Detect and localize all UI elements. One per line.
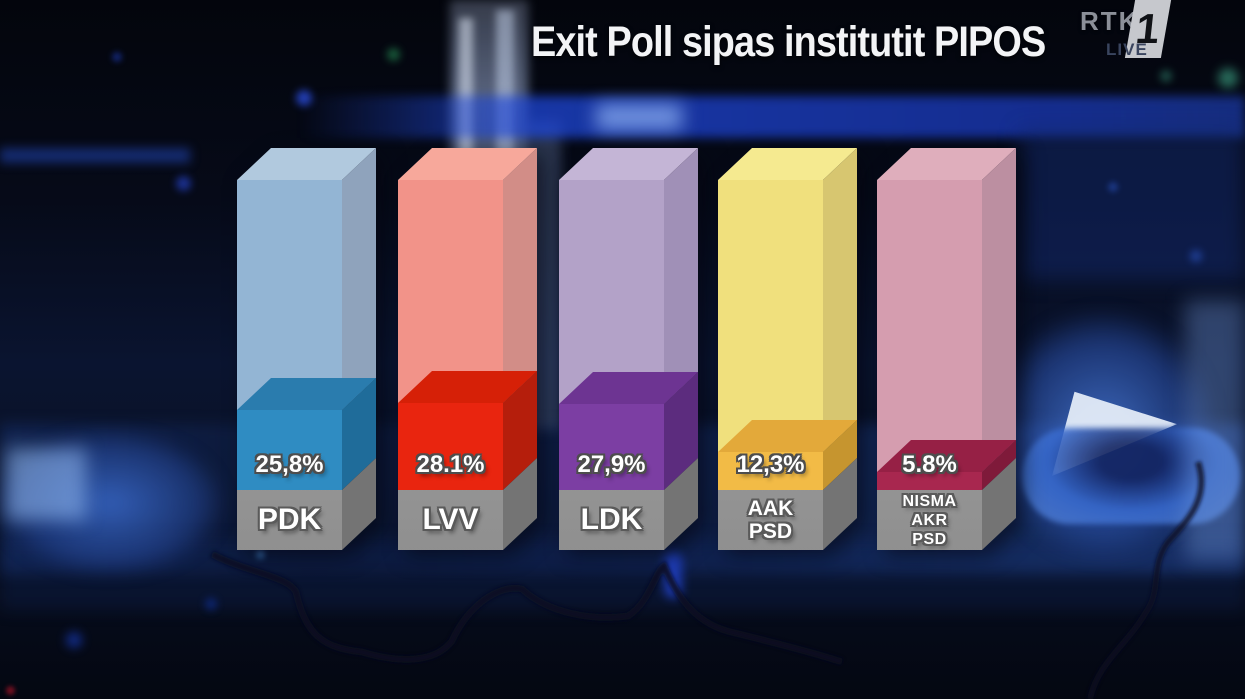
bar-party-label-line: PSD [748,520,793,543]
bar-party-label: NISMA AKR PSD [877,490,982,550]
bar-pdk: 25,8% PDK [237,145,376,555]
bar-value-label: 25,8% [255,451,324,478]
bar-ldk: 27,9% LDK [559,145,698,555]
bar-column-right [342,148,376,410]
live-badge: LIVE [1106,40,1148,59]
channel-logo: RTK 1 LIVE [1080,0,1190,66]
bar-column-front [718,180,823,452]
bar-party-label: AAK PSD [718,490,823,550]
bar-party-label-line: AKR [911,511,948,529]
bar-party-label-line: PDK [257,503,322,536]
bar-value-label: 5.8% [902,451,957,478]
bar-party-label-line: LDK [580,503,643,536]
bar-column-front [559,180,664,404]
bar-aak-psd: 12,3% AAK PSD [718,145,857,555]
bar-segment-front [398,403,503,490]
bar-party-label-line: LVV [422,503,479,536]
bar-nisma-akr-psd: 5.8% NISMA AKR PSD [877,145,1016,555]
bar-base-front [398,490,503,550]
bar-party-label: LDK [559,490,664,550]
bar-party-label-line: PSD [912,530,947,548]
bar-party-label-line: AAK [747,497,794,520]
bar-base-front [559,490,664,550]
bar-lvv: 28.1% LVV [398,145,537,555]
bar-segment-front [718,452,823,490]
channel-logo-brand: RTK [1080,6,1140,36]
bar-party-label: LVV [398,490,503,550]
bar-column-right [664,148,698,404]
bar-column-right [823,148,857,452]
bar-base-front [718,490,823,550]
bar-column-front [237,180,342,410]
bar-segment-front [877,472,982,490]
bar-value-label: 28.1% [416,451,485,478]
bar-party-label: PDK [237,490,342,550]
bar-party-label-line: NISMA [902,492,957,510]
bar-value-label: 12,3% [736,451,805,478]
bar-segment-front [559,404,664,490]
bar-value-label: 27,9% [577,451,646,478]
headline: Exit Poll sipas institutit PIPOS [531,18,1046,66]
